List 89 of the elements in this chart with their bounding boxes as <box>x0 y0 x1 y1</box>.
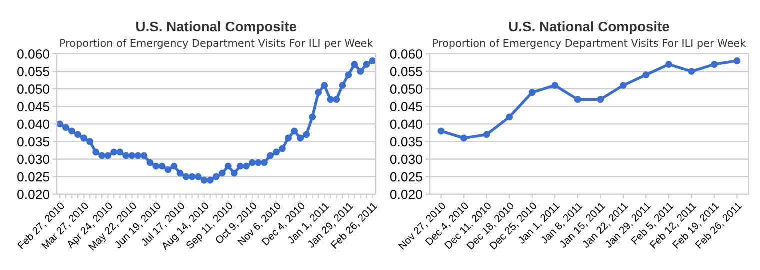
point <box>62 124 70 132</box>
point <box>80 134 88 142</box>
point <box>483 131 490 138</box>
point <box>309 114 316 121</box>
point <box>345 72 352 79</box>
y-tick-label: 0.030 <box>390 154 422 164</box>
point <box>642 72 650 79</box>
point <box>688 68 696 76</box>
point <box>206 176 214 184</box>
point <box>248 159 256 166</box>
y-tick-label: 0.020 <box>18 190 50 200</box>
point <box>506 114 514 121</box>
point <box>327 96 334 104</box>
y-tick-label: 0.055 <box>390 67 422 76</box>
point <box>351 61 358 68</box>
point <box>528 89 536 96</box>
chart-title: U.S. National Composite <box>136 21 297 34</box>
point <box>164 166 172 174</box>
point <box>552 82 559 90</box>
point <box>122 152 130 160</box>
point <box>242 162 250 170</box>
point <box>134 152 142 160</box>
point <box>146 159 154 166</box>
y-tick-label: 0.055 <box>18 67 50 76</box>
point <box>92 148 100 156</box>
point <box>104 152 112 160</box>
point <box>438 128 445 135</box>
y-tick-label: 0.040 <box>18 120 50 130</box>
point <box>260 159 268 166</box>
point <box>597 96 604 104</box>
chart-subtitle: Proportion of Emergency Department Visits For ILI per Week <box>60 39 374 50</box>
point <box>574 96 582 104</box>
point <box>339 82 346 90</box>
point <box>224 162 232 170</box>
point <box>110 148 118 156</box>
point <box>98 152 106 160</box>
point <box>140 152 148 160</box>
y-tick-label: 0.025 <box>18 172 50 182</box>
y-tick-label: 0.025 <box>390 172 422 182</box>
point <box>68 128 76 135</box>
point <box>279 145 286 152</box>
point <box>212 173 220 180</box>
point <box>116 148 124 156</box>
y-tick-label: 0.060 <box>18 50 50 59</box>
point <box>315 89 322 96</box>
point <box>200 176 208 184</box>
point <box>218 170 226 177</box>
point <box>182 173 190 180</box>
y-tick-label: 0.030 <box>18 154 50 164</box>
y-tick-label: 0.035 <box>390 137 422 147</box>
point <box>297 134 304 142</box>
point <box>152 162 160 170</box>
point <box>194 173 202 180</box>
y-tick-label: 0.045 <box>18 102 50 112</box>
point <box>74 131 82 138</box>
point <box>176 170 184 177</box>
point <box>86 138 94 146</box>
y-tick-label: 0.035 <box>18 137 50 147</box>
point <box>363 61 370 68</box>
point <box>620 82 627 90</box>
point <box>357 68 364 76</box>
y-tick-label: 0.060 <box>390 50 422 59</box>
point <box>188 173 196 180</box>
point <box>236 162 244 170</box>
point <box>710 61 718 68</box>
point <box>665 61 672 68</box>
point <box>273 148 280 156</box>
y-tick-label: 0.040 <box>390 120 422 130</box>
y-tick-label: 0.020 <box>390 190 422 200</box>
point <box>285 134 292 142</box>
chart-subtitle: Proportion of Emergency Department Visits For ILI per Week <box>433 39 746 50</box>
point <box>170 162 178 170</box>
y-tick-label: 0.050 <box>18 84 50 94</box>
point <box>369 58 376 64</box>
y-tick-label: 0.050 <box>390 84 422 94</box>
point <box>230 170 238 177</box>
point <box>57 120 64 128</box>
point <box>291 128 298 135</box>
point <box>734 58 741 64</box>
point <box>333 96 340 104</box>
point <box>158 162 166 170</box>
point <box>321 82 328 90</box>
y-tick-label: 0.045 <box>390 102 422 112</box>
point <box>267 152 274 160</box>
point <box>303 131 310 138</box>
point <box>254 159 262 166</box>
point <box>460 134 468 142</box>
point <box>128 152 136 160</box>
chart-title: U.S. National Composite <box>509 21 670 34</box>
